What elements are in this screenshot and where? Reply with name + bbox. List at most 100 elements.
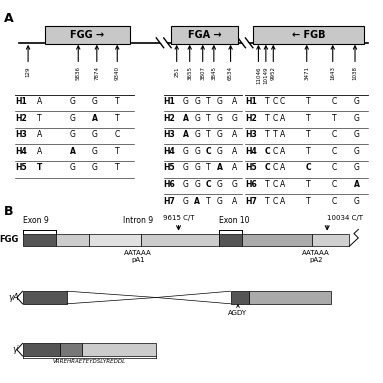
Text: FGG →: FGG → — [70, 30, 105, 40]
Text: 11046: 11046 — [256, 66, 261, 84]
Text: Intron 9: Intron 9 — [123, 216, 153, 226]
Text: H2: H2 — [164, 113, 175, 123]
Text: T: T — [306, 180, 311, 189]
Text: G: G — [216, 97, 223, 106]
Text: H7: H7 — [163, 196, 175, 206]
Text: A: A — [232, 130, 237, 139]
Text: A: A — [37, 130, 42, 139]
Text: G: G — [194, 180, 200, 189]
Bar — [23, 344, 60, 356]
Text: 9615 C/T: 9615 C/T — [163, 215, 194, 221]
Text: T: T — [206, 113, 211, 123]
Text: G: G — [183, 180, 189, 189]
Text: C: C — [265, 163, 270, 172]
Text: G: G — [354, 130, 360, 139]
Text: γA: γA — [8, 293, 19, 302]
Text: H4: H4 — [15, 147, 26, 156]
Text: A: A — [183, 130, 189, 139]
Text: T: T — [37, 113, 41, 123]
Text: G: G — [354, 97, 360, 106]
Text: A: A — [354, 180, 360, 189]
Bar — [141, 234, 219, 246]
Text: ← FGB: ← FGB — [292, 30, 325, 40]
Text: G: G — [183, 97, 189, 106]
Text: C: C — [273, 97, 278, 106]
Bar — [23, 234, 56, 246]
Text: G: G — [92, 163, 98, 172]
Text: T: T — [115, 147, 119, 156]
Text: T: T — [306, 196, 311, 206]
Text: VRREHRAETEYDSLYREDDL: VRREHRAETEYDSLYREDDL — [53, 359, 126, 364]
Text: A: A — [37, 97, 42, 106]
Text: C: C — [273, 113, 278, 123]
Text: T: T — [265, 113, 270, 123]
Text: A: A — [92, 113, 98, 123]
Text: H6: H6 — [245, 180, 257, 189]
Text: T: T — [306, 147, 311, 156]
Text: A: A — [232, 147, 237, 156]
Text: H2: H2 — [245, 113, 257, 123]
Text: G: G — [216, 147, 223, 156]
Text: G: G — [92, 97, 98, 106]
Text: Exon 9: Exon 9 — [23, 216, 48, 226]
Text: H6: H6 — [164, 180, 175, 189]
Bar — [171, 26, 238, 44]
Text: T: T — [265, 130, 270, 139]
Bar — [45, 26, 130, 44]
Text: G: G — [194, 97, 200, 106]
Text: AGDY: AGDY — [228, 310, 247, 316]
Text: T: T — [306, 130, 311, 139]
Text: 3655: 3655 — [187, 66, 192, 80]
Text: C: C — [280, 97, 285, 106]
Text: A: A — [280, 130, 285, 139]
Text: C: C — [273, 147, 278, 156]
Text: 251: 251 — [174, 66, 179, 77]
Text: T: T — [206, 97, 211, 106]
Text: C: C — [306, 163, 311, 172]
Text: 1038: 1038 — [352, 66, 357, 80]
Text: T: T — [265, 180, 270, 189]
Text: 10149: 10149 — [264, 66, 268, 84]
Text: 9952: 9952 — [271, 66, 276, 80]
Text: G: G — [194, 163, 200, 172]
Text: G: G — [354, 196, 360, 206]
Text: C: C — [273, 163, 278, 172]
Text: G: G — [92, 130, 98, 139]
Text: A: A — [280, 147, 285, 156]
Text: T: T — [206, 163, 211, 172]
Text: C: C — [265, 147, 270, 156]
Text: C: C — [273, 180, 278, 189]
Text: T: T — [115, 113, 119, 123]
Text: A: A — [280, 196, 285, 206]
Text: T: T — [273, 130, 277, 139]
Text: 5836: 5836 — [76, 66, 81, 80]
Text: G: G — [354, 163, 360, 172]
Text: H1: H1 — [245, 97, 257, 106]
Text: C: C — [205, 180, 211, 189]
Text: G: G — [92, 147, 98, 156]
Text: A: A — [280, 180, 285, 189]
Text: G: G — [216, 130, 223, 139]
Text: H1: H1 — [164, 97, 175, 106]
Text: 3471: 3471 — [304, 66, 309, 80]
Text: AATAAA
pA2: AATAAA pA2 — [302, 250, 330, 263]
Text: C: C — [332, 180, 337, 189]
Text: C: C — [273, 196, 278, 206]
Text: G: G — [231, 113, 237, 123]
Text: T: T — [206, 130, 211, 139]
Text: B: B — [4, 205, 13, 218]
Text: A: A — [216, 163, 223, 172]
Text: 9340: 9340 — [115, 66, 120, 80]
Text: FGA →: FGA → — [188, 30, 221, 40]
Text: H7: H7 — [245, 196, 257, 206]
Text: T: T — [306, 113, 311, 123]
Text: T: T — [115, 97, 119, 106]
Text: A: A — [280, 113, 285, 123]
Text: C: C — [332, 130, 337, 139]
Text: G: G — [70, 130, 75, 139]
Text: 3807: 3807 — [200, 66, 205, 80]
Text: AATAAA
pA1: AATAAA pA1 — [124, 250, 152, 263]
Text: C: C — [205, 147, 211, 156]
Text: A: A — [183, 113, 189, 123]
Text: G: G — [354, 147, 360, 156]
